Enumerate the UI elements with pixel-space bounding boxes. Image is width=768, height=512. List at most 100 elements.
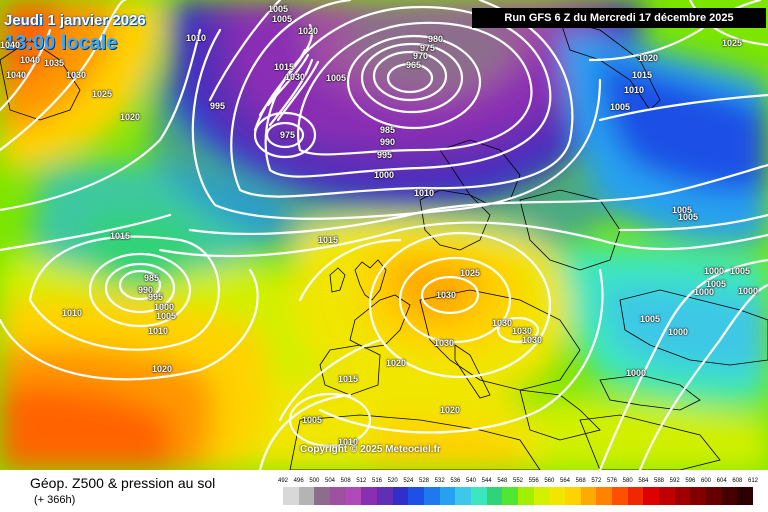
pressure-label: 1020: [440, 405, 461, 415]
legend-swatch: [627, 487, 644, 505]
legend-value: 612: [747, 478, 758, 484]
legend-value: 592: [669, 478, 680, 484]
local-time-label: 13:00 locale: [4, 32, 118, 54]
legend-value: 552: [512, 478, 523, 484]
pressure-label: 1000: [694, 287, 715, 297]
pressure-label: 995: [377, 150, 393, 160]
pressure-label: 1010: [624, 85, 645, 95]
run-info-banner: Run GFS 6 Z du Mercredi 17 décembre 2025: [472, 8, 766, 28]
legend-value: 544: [481, 478, 492, 484]
pressure-label: 1040: [20, 55, 41, 65]
pressure-label: 1015: [318, 235, 339, 245]
pressure-label: 1005: [730, 266, 751, 276]
legend-swatch: [502, 487, 519, 505]
pressure-label: 1000: [668, 327, 689, 337]
pressure-label: 1005: [610, 102, 631, 112]
legend-swatch: [674, 487, 691, 505]
pressure-label: 1000: [154, 302, 175, 312]
legend-value: 504: [324, 478, 335, 484]
legend-swatch: [706, 487, 723, 505]
pressure-label: 1005: [156, 311, 177, 321]
pressure-label: 975: [420, 43, 436, 53]
pressure-label: 1020: [386, 358, 407, 368]
pressure-label: 1040: [6, 70, 27, 80]
product-title: Géop. Z500 & pression au sol: [30, 475, 216, 491]
legend-swatch: [392, 487, 409, 505]
pressure-label: 1000: [374, 170, 395, 180]
isobars: [0, 0, 768, 470]
pressure-label: 1000: [738, 286, 759, 296]
pressure-label: 1005: [272, 14, 293, 24]
legend-value: 516: [371, 478, 382, 484]
pressure-label: 995: [148, 292, 164, 302]
pressure-label: 1000: [626, 368, 647, 378]
legend-value: 608: [732, 478, 743, 484]
copyright-label: Copyright © 2025 Meteociel.fr: [300, 444, 441, 455]
legend-value: 604: [716, 478, 727, 484]
forecast-hour: (+ 366h): [34, 494, 76, 506]
pressure-label: 1005: [672, 205, 693, 215]
pressure-label: 1015: [274, 62, 295, 72]
pressure-label: 1005: [678, 212, 699, 222]
legend-swatch: [612, 487, 629, 505]
pressure-label: 1000: [704, 266, 725, 276]
legend-swatch: [659, 487, 676, 505]
legend-swatch: [408, 487, 425, 505]
legend-value: 576: [606, 478, 617, 484]
pressure-label: 1020: [120, 112, 141, 122]
pressure-label: 1005: [302, 415, 323, 425]
pressure-label: 990: [138, 285, 154, 295]
legend-value: 584: [638, 478, 649, 484]
legend-value: 532: [434, 478, 445, 484]
pressure-label: 1030: [66, 70, 87, 80]
pressure-label: 1010: [148, 326, 169, 336]
pressure-label: 1020: [638, 53, 659, 63]
pressure-label: 1020: [152, 364, 173, 374]
legend-value: 596: [685, 478, 696, 484]
color-legend: 492 496 500 504 508 512 516 520 524 528 532 536 540 5…: [278, 476, 758, 508]
pressure-label: 1035: [44, 58, 65, 68]
legend-swatch: [486, 487, 503, 505]
pressure-label: 1025: [92, 89, 113, 99]
legend-swatch: [690, 487, 707, 505]
pressure-label: 990: [380, 137, 396, 147]
legend-swatch: [283, 487, 300, 505]
legend-value: 588: [653, 478, 664, 484]
legend-value: 520: [387, 478, 398, 484]
legend-value: 496: [293, 478, 304, 484]
forecast-map: Jeudi 1 janvier 2026 13:00 locale Run GF…: [0, 0, 768, 470]
pressure-label: 1040: [0, 40, 21, 50]
pressure-label: 1010: [414, 188, 435, 198]
legend-value: 568: [575, 478, 586, 484]
legend-value: 528: [418, 478, 429, 484]
legend-swatch: [721, 487, 738, 505]
legend-value: 500: [309, 478, 320, 484]
pressure-label: 1005: [640, 314, 661, 324]
pressure-label: 995: [210, 101, 226, 111]
pressure-label: 1030: [512, 326, 533, 336]
pressure-label: 1030: [434, 338, 455, 348]
legend-value: 492: [277, 478, 288, 484]
legend-value: 540: [465, 478, 476, 484]
pressure-label: 1015: [110, 231, 131, 241]
legend-swatch: [298, 487, 315, 505]
legend-swatch: [439, 487, 456, 505]
legend-swatch: [565, 487, 582, 505]
pressure-label: 980: [428, 34, 444, 44]
pressure-label: 975: [280, 130, 296, 140]
pressure-label: 1010: [338, 437, 359, 447]
legend-swatch: [424, 487, 441, 505]
legend-value: 548: [497, 478, 508, 484]
pressure-label: 985: [380, 125, 396, 135]
legend-value: 508: [340, 478, 351, 484]
legend-swatch: [330, 487, 347, 505]
pressure-label: 970: [413, 51, 429, 61]
legend-swatch: [737, 487, 754, 505]
legend-swatch: [643, 487, 660, 505]
legend-value: 556: [528, 478, 539, 484]
legend-swatch: [596, 487, 613, 505]
pressure-label: 1025: [460, 268, 481, 278]
legend-value: 512: [356, 478, 367, 484]
legend-swatch: [361, 487, 378, 505]
pressure-label: 985: [144, 273, 160, 283]
